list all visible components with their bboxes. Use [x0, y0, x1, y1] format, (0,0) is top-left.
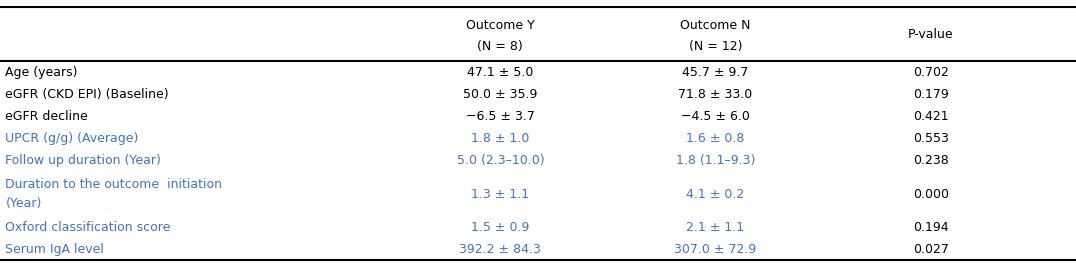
Text: 0.027: 0.027 — [912, 243, 949, 256]
Text: (N = 8): (N = 8) — [478, 40, 523, 53]
Text: 50.0 ± 35.9: 50.0 ± 35.9 — [463, 88, 538, 101]
Text: (Year): (Year) — [5, 197, 42, 210]
Text: Follow up duration (Year): Follow up duration (Year) — [5, 154, 161, 167]
Text: 2.1 ± 1.1: 2.1 ± 1.1 — [686, 221, 745, 234]
Text: 1.6 ± 0.8: 1.6 ± 0.8 — [686, 132, 745, 145]
Text: 1.3 ± 1.1: 1.3 ± 1.1 — [471, 187, 529, 201]
Text: eGFR decline: eGFR decline — [5, 110, 88, 123]
Text: 0.238: 0.238 — [912, 154, 949, 167]
Text: 0.179: 0.179 — [912, 88, 949, 101]
Text: 1.8 ± 1.0: 1.8 ± 1.0 — [471, 132, 529, 145]
Text: −4.5 ± 6.0: −4.5 ± 6.0 — [681, 110, 750, 123]
Text: 0.702: 0.702 — [912, 66, 949, 79]
Text: 1.8 (1.1–9.3): 1.8 (1.1–9.3) — [676, 154, 755, 167]
Text: −6.5 ± 3.7: −6.5 ± 3.7 — [466, 110, 535, 123]
Text: eGFR (CKD EPI) (Baseline): eGFR (CKD EPI) (Baseline) — [5, 88, 169, 101]
Text: P-value: P-value — [908, 28, 953, 41]
Text: 47.1 ± 5.0: 47.1 ± 5.0 — [467, 66, 534, 79]
Text: 0.194: 0.194 — [912, 221, 949, 234]
Text: Age (years): Age (years) — [5, 66, 77, 79]
Text: 0.553: 0.553 — [912, 132, 949, 145]
Text: 45.7 ± 9.7: 45.7 ± 9.7 — [682, 66, 749, 79]
Text: 0.421: 0.421 — [912, 110, 949, 123]
Text: UPCR (g/g) (Average): UPCR (g/g) (Average) — [5, 132, 139, 145]
Text: 5.0 (2.3–10.0): 5.0 (2.3–10.0) — [456, 154, 544, 167]
Text: 4.1 ± 0.2: 4.1 ± 0.2 — [686, 187, 745, 201]
Text: 0.000: 0.000 — [912, 187, 949, 201]
Text: Duration to the outcome  initiation: Duration to the outcome initiation — [5, 178, 223, 191]
Text: 307.0 ± 72.9: 307.0 ± 72.9 — [675, 243, 756, 256]
Text: Oxford classification score: Oxford classification score — [5, 221, 171, 234]
Text: Outcome N: Outcome N — [680, 19, 751, 32]
Text: 71.8 ± 33.0: 71.8 ± 33.0 — [678, 88, 753, 101]
Text: Outcome Y: Outcome Y — [466, 19, 535, 32]
Text: 1.5 ± 0.9: 1.5 ± 0.9 — [471, 221, 529, 234]
Text: Serum IgA level: Serum IgA level — [5, 243, 104, 256]
Text: (N = 12): (N = 12) — [689, 40, 742, 53]
Text: 392.2 ± 84.3: 392.2 ± 84.3 — [459, 243, 541, 256]
